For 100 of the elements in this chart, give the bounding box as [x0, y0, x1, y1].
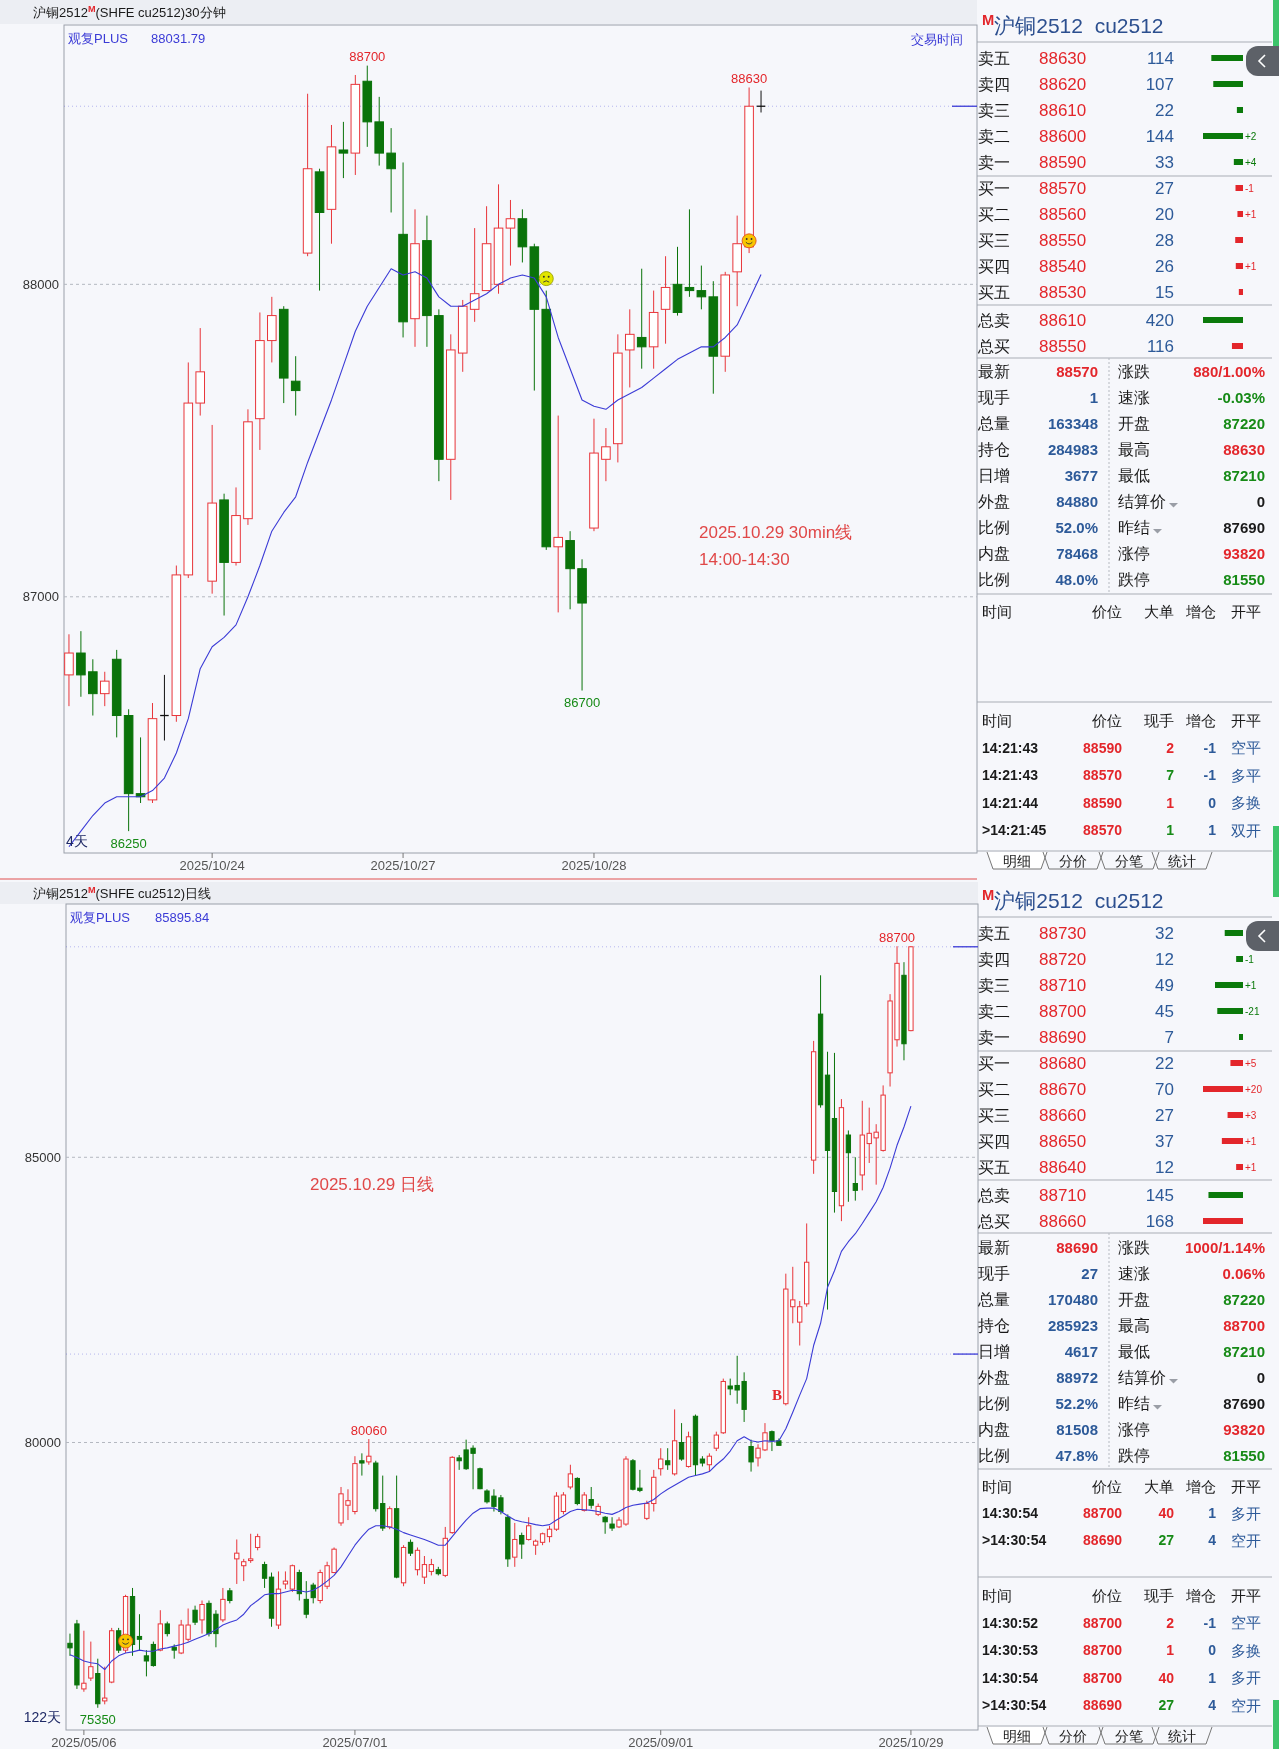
- text: +2: [1245, 130, 1257, 142]
- text: +1: [1245, 1135, 1257, 1147]
- y-tick-label: 87000: [22, 589, 59, 605]
- text: 涨跌: [1118, 1238, 1150, 1256]
- text: 分价: [1059, 853, 1087, 869]
- text: 1: [1208, 1669, 1217, 1686]
- candlestick: [678, 1422, 685, 1462]
- bar: [1238, 289, 1243, 295]
- annotation: 4天: [66, 833, 88, 849]
- candlestick: [81, 1630, 87, 1693]
- bar: [1203, 1086, 1243, 1092]
- bar: [1230, 1060, 1243, 1066]
- text: 93820: [1223, 544, 1265, 562]
- y-tick-label: 卖一: [978, 1028, 1010, 1046]
- y-tick-label: 卖三: [978, 101, 1010, 119]
- text: 增仓: [1185, 1586, 1216, 1604]
- y2-tick-label: 88660: [1039, 1105, 1087, 1125]
- text: 88630: [1223, 440, 1265, 458]
- text: 1: [1208, 822, 1217, 838]
- text: -21: [1245, 1005, 1260, 1017]
- text: 日增: [978, 466, 1010, 484]
- data-label: 145: [1145, 1185, 1174, 1205]
- text: 分笔: [1115, 1728, 1143, 1744]
- text: 昨结: [1118, 1394, 1150, 1412]
- data-label: 70: [1155, 1079, 1174, 1099]
- y2-tick-label: 88710: [1039, 975, 1087, 995]
- text: -0.03%: [1217, 388, 1265, 406]
- text: 跌停: [1118, 1446, 1150, 1464]
- text: 最低: [1118, 1342, 1150, 1360]
- text: 1: [1208, 1505, 1217, 1521]
- text: 最新: [978, 362, 1010, 380]
- text: 122天: [23, 1709, 61, 1725]
- candlestick: [581, 1491, 587, 1513]
- y2-tick-label: 88660: [1039, 1211, 1087, 1231]
- text: +1: [1245, 1161, 1257, 1173]
- candlestick: [88, 658, 98, 717]
- y-tick-label: 卖四: [978, 950, 1010, 968]
- text: 时间: [982, 711, 1012, 729]
- y-tick-label: 总买: [977, 1212, 1010, 1230]
- x-tick-label: 2025/07/01: [322, 1734, 388, 1749]
- text: 速涨: [1118, 388, 1150, 406]
- text: 48.0%: [1055, 570, 1098, 588]
- candlestick: [526, 1516, 532, 1542]
- data-label: 420: [1145, 310, 1174, 330]
- bar: [1235, 263, 1243, 269]
- text: +1: [1245, 260, 1257, 272]
- y2-tick-label: 88730: [1039, 923, 1087, 943]
- text: 开平: [1231, 1477, 1261, 1495]
- candlestick: [713, 1431, 719, 1452]
- text: 时间: [982, 1477, 1012, 1495]
- candlestick: [143, 1649, 150, 1677]
- candlestick: [199, 1600, 205, 1635]
- y-tick-label: 卖一: [978, 153, 1010, 171]
- text: 14:30:53: [982, 1642, 1039, 1658]
- text: 84880: [1056, 492, 1098, 510]
- bar: [1235, 237, 1243, 243]
- candlestick: [76, 630, 86, 698]
- data-label: 32: [1155, 923, 1174, 943]
- candlestick: [512, 1522, 518, 1568]
- annotation: 88031.79: [151, 30, 206, 46]
- text: 内盘: [978, 1420, 1010, 1438]
- text: 双开: [1231, 821, 1261, 839]
- text: 3677: [1064, 466, 1098, 484]
- text: 内盘: [978, 544, 1010, 562]
- y-tick-label: 总卖: [977, 311, 1010, 329]
- y2-tick-label: 88630: [1039, 48, 1087, 68]
- text: 时间: [982, 1586, 1012, 1604]
- candlestick: [289, 1564, 296, 1593]
- text: 价位: [1091, 602, 1122, 620]
- text: +3: [1245, 1109, 1257, 1121]
- text: 明细: [1003, 853, 1031, 869]
- text: 81508: [1056, 1420, 1098, 1438]
- text: +1: [1245, 208, 1257, 220]
- candlestick: [684, 208, 695, 298]
- bar: [1221, 1138, 1243, 1144]
- text: 87690: [1223, 1394, 1265, 1412]
- text: 开平: [1231, 602, 1261, 620]
- text: 88690: [1083, 1532, 1123, 1548]
- text: 163348: [1047, 414, 1098, 432]
- candlestick: [234, 1538, 240, 1585]
- bar: [1236, 1164, 1243, 1170]
- data-label: 168: [1145, 1211, 1174, 1231]
- text: 87690: [1223, 518, 1265, 536]
- data-label: 37: [1155, 1131, 1174, 1151]
- y2-tick-label: 88690: [1039, 1027, 1087, 1047]
- text: 大单: [1144, 1477, 1174, 1495]
- y2-tick-label: 88680: [1039, 1053, 1087, 1073]
- candlestick: [386, 127, 396, 213]
- annotation: B: [771, 1387, 783, 1403]
- y-tick-label: 卖二: [978, 127, 1010, 145]
- text: 88700: [1083, 1505, 1123, 1521]
- line-series: [69, 1105, 912, 1671]
- text: 开盘: [1118, 414, 1150, 432]
- text: 81550: [1223, 1446, 1265, 1464]
- text: +1: [1245, 979, 1257, 991]
- annotation: 86700: [563, 695, 601, 711]
- text: 最高: [1118, 440, 1150, 458]
- y2-tick-label: 88640: [1039, 1157, 1087, 1177]
- text: 最低: [1118, 466, 1150, 484]
- candlestick: [665, 1447, 671, 1471]
